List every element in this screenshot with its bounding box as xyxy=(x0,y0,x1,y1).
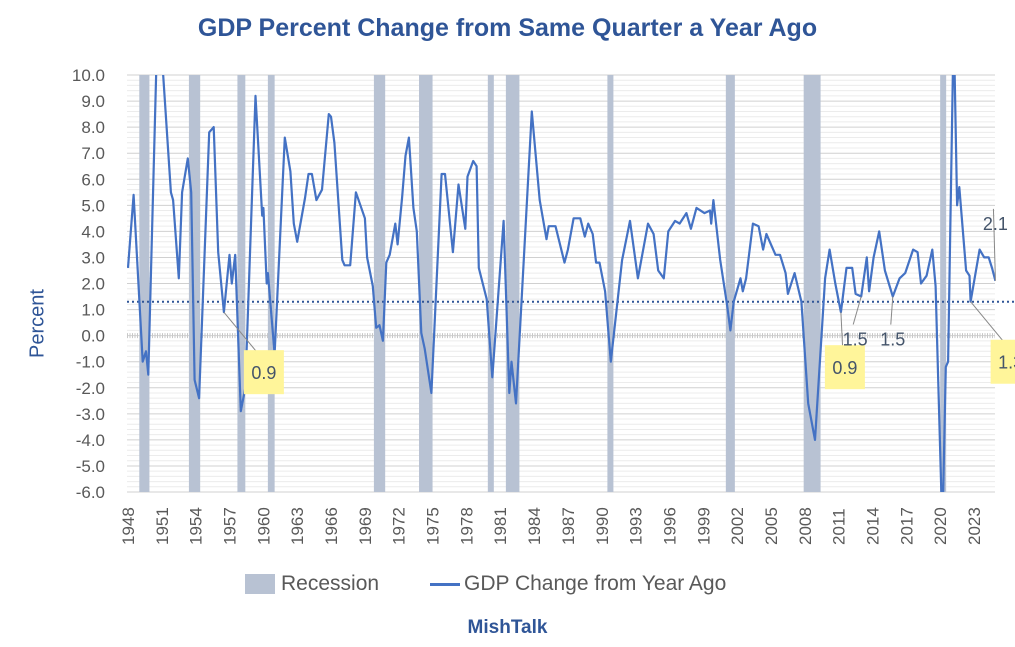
y-tick-label: -4.0 xyxy=(76,431,105,450)
recession-bands xyxy=(139,75,947,492)
x-tick-label: 1951 xyxy=(153,507,172,545)
y-tick-label: -5.0 xyxy=(76,457,105,476)
x-tick-label: 1969 xyxy=(356,507,375,545)
recession-band xyxy=(725,75,735,492)
legend-gdp-label: GDP Change from Year Ago xyxy=(464,572,727,595)
annotation-leader xyxy=(992,208,996,281)
y-tick-label: -1.0 xyxy=(76,353,105,372)
recession-band xyxy=(487,75,494,492)
x-tick-label: 1948 xyxy=(119,507,138,545)
x-tick-label: 1966 xyxy=(322,507,341,545)
annotations: 0.9 0.9 1.5 1.5 1.3 2.1 xyxy=(223,208,1015,395)
credit: MishTalk xyxy=(467,617,548,638)
x-tick-label: 1981 xyxy=(491,507,510,545)
y-tick-label: -2.0 xyxy=(76,379,105,398)
y-tick-label: 5.0 xyxy=(81,196,105,215)
y-tick-label: 7.0 xyxy=(81,144,105,163)
annotation-highlight xyxy=(824,345,865,390)
y-tick-label: 2.0 xyxy=(81,275,105,294)
y-tick-label: 1.0 xyxy=(81,301,105,320)
x-tick-label: 2014 xyxy=(863,507,882,545)
x-tick-label: 2002 xyxy=(728,507,747,545)
x-tick-label: 1960 xyxy=(254,507,273,545)
annotation-label: 1.5 xyxy=(843,330,868,350)
x-tick-label: 2023 xyxy=(965,507,984,545)
annotation-label: 1.5 xyxy=(880,330,905,350)
x-tick-label: 1957 xyxy=(221,507,240,545)
x-tick-labels: 1948 1951 1954 1957 1960 1963 1966 1969 1972 1975… xyxy=(119,507,984,545)
annotation-label: 2.1 xyxy=(983,214,1008,234)
y-tick-label: 0.0 xyxy=(81,327,105,346)
gdp-line-swatch xyxy=(430,582,460,586)
y-tick-label: 4.0 xyxy=(81,222,105,241)
y-tick-labels: 10.0 9.0 8.0 7.0 6.0 5.0 4.0 3.0 2.0 1.0 0.0 -1.0 -2… xyxy=(72,66,105,502)
x-tick-label: 1990 xyxy=(593,507,612,545)
legend-gdp: GDP Change from Year Ago xyxy=(430,572,726,596)
chart-title: GDP Percent Change from Same Quarter a Y… xyxy=(197,14,818,42)
recession-band xyxy=(267,75,275,492)
y-tick-label: 8.0 xyxy=(81,118,105,137)
legend-recession-label: Recession xyxy=(281,572,380,595)
annotation-label: 0.9 xyxy=(251,363,276,383)
y-tick-label: 6.0 xyxy=(81,170,105,189)
y-tick-label: -3.0 xyxy=(76,405,105,424)
x-tick-label: 1972 xyxy=(390,507,409,545)
x-tick-label: 2017 xyxy=(897,507,916,545)
x-tick-label: 1993 xyxy=(627,507,646,545)
x-tick-label: 1996 xyxy=(660,507,679,545)
y-tick-label: 9.0 xyxy=(81,92,105,111)
annotation-label: 1.3 xyxy=(998,353,1015,373)
annotation-highlight xyxy=(990,339,1015,384)
y-tick-label: 10.0 xyxy=(72,66,105,85)
annotation-highlight xyxy=(243,350,284,395)
x-tick-label: 1975 xyxy=(424,507,443,545)
y-tick-label: -6.0 xyxy=(76,483,105,502)
x-tick-label: 1978 xyxy=(457,507,476,545)
recession-band xyxy=(505,75,520,492)
x-tick-label: 1987 xyxy=(559,507,578,545)
x-tick-label: 1954 xyxy=(187,507,206,545)
x-tick-label: 1963 xyxy=(288,507,307,545)
x-tick-label: 1984 xyxy=(525,507,544,545)
recession-band xyxy=(419,75,433,492)
x-tick-label: 2008 xyxy=(796,507,815,545)
legend-recession: Recession xyxy=(245,572,379,596)
recession-band xyxy=(139,75,150,492)
x-tick-label: 1999 xyxy=(694,507,713,545)
recession-band xyxy=(607,75,614,492)
recession-band xyxy=(940,75,947,492)
annotation-leader xyxy=(890,296,894,325)
recession-band xyxy=(373,75,386,492)
x-tick-label: 2020 xyxy=(931,507,950,545)
x-tick-label: 2011 xyxy=(830,508,849,545)
gdp-series-line xyxy=(127,75,995,492)
annotation-leader xyxy=(852,296,862,325)
x-tick-label: 2005 xyxy=(762,507,781,545)
gdp-series xyxy=(127,75,995,492)
recession-swatch xyxy=(245,574,275,594)
annotation-label: 0.9 xyxy=(832,358,857,378)
recession-band xyxy=(188,75,201,492)
recession-band xyxy=(237,75,246,492)
y-tick-label: 3.0 xyxy=(81,248,105,267)
